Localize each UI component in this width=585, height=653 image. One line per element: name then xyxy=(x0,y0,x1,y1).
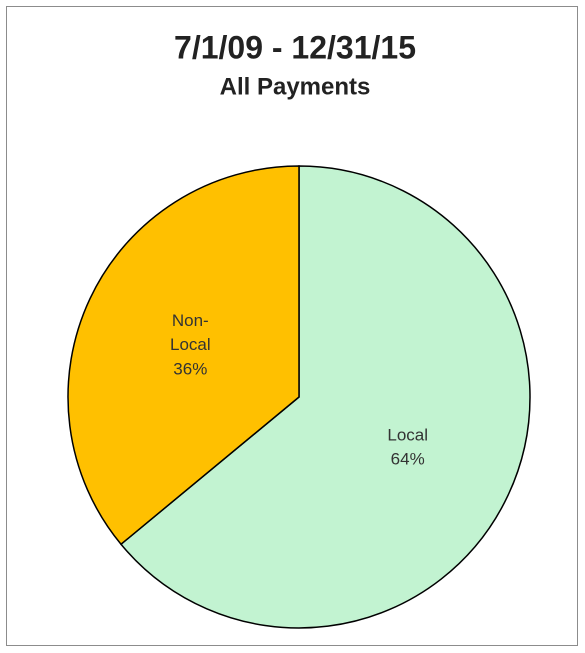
pie-slice xyxy=(119,165,531,629)
slice-label: Local xyxy=(387,426,428,445)
chart-subtitle: All Payments xyxy=(220,73,371,100)
slice-value-label: 36% xyxy=(173,359,207,378)
pie-slice xyxy=(67,165,300,546)
slice-value-label: 64% xyxy=(391,450,425,469)
chart-title: 7/1/09 - 12/31/15 xyxy=(174,29,416,65)
slice-label: Non-Local xyxy=(170,311,211,354)
